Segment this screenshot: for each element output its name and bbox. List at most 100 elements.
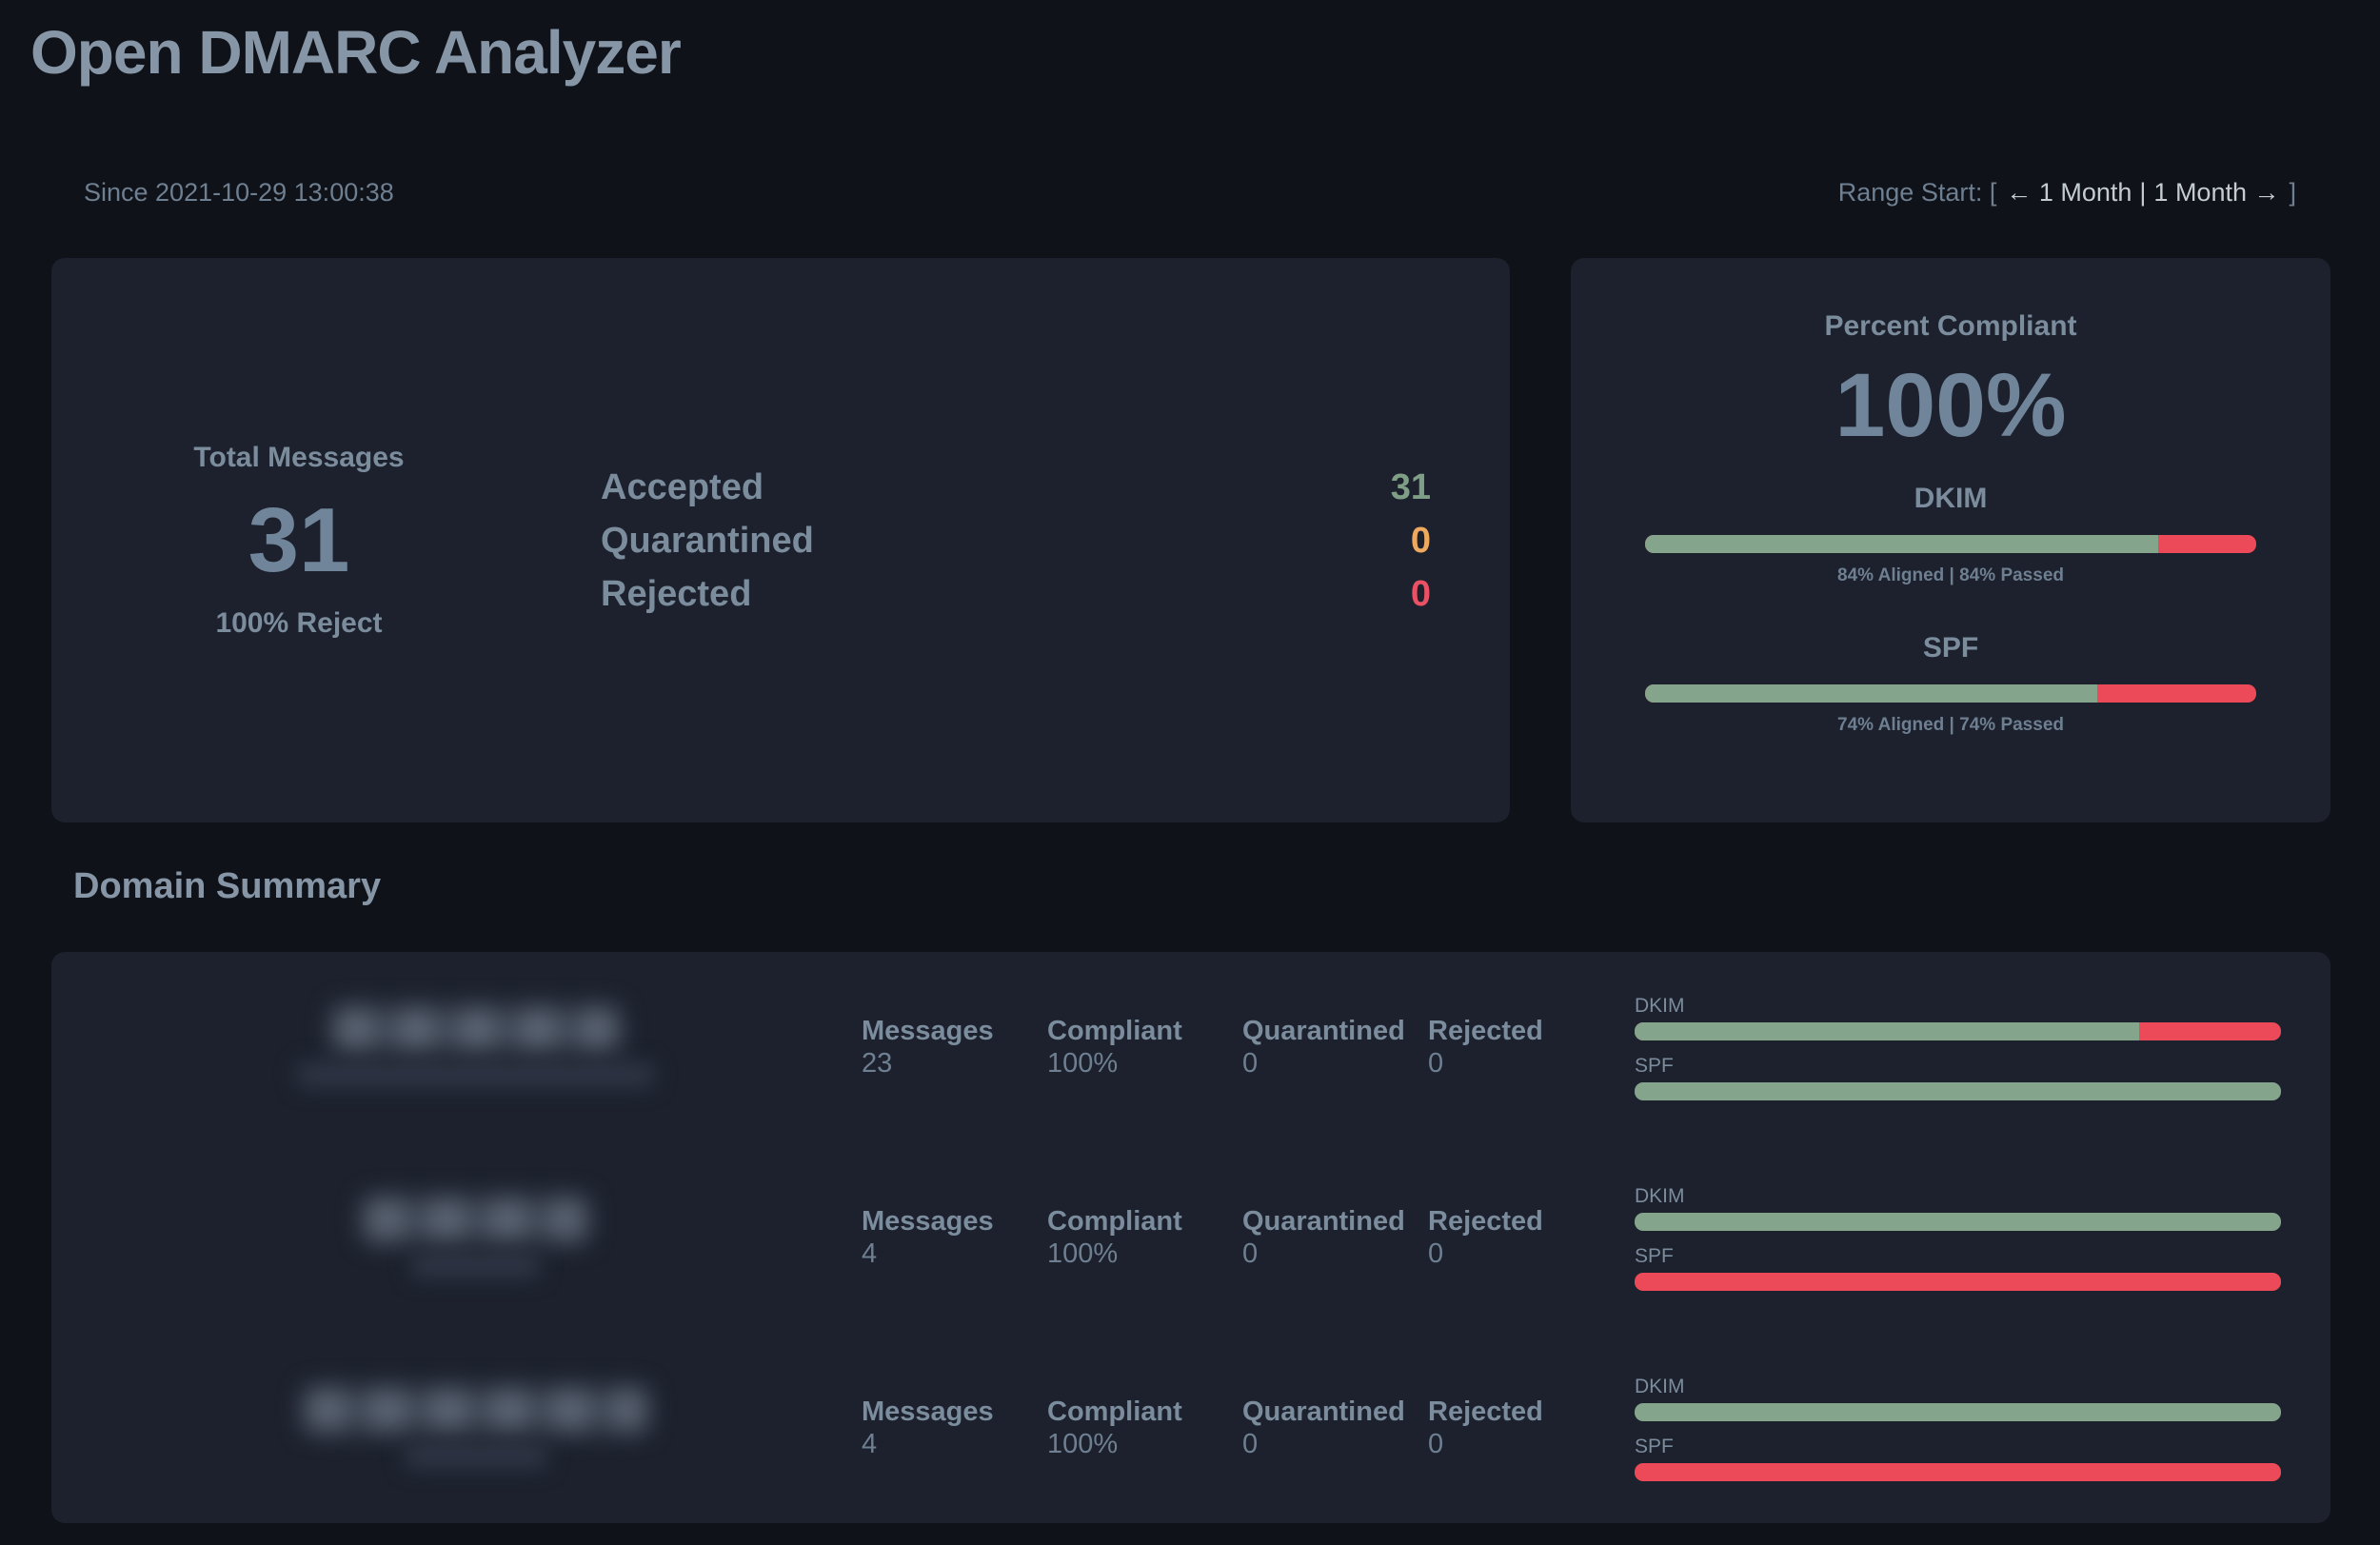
domain-identity: [89, 1198, 862, 1278]
rejected-stat: Rejected 0: [1428, 1396, 1635, 1460]
rejected-row: Rejected 0: [601, 567, 1431, 621]
stat-label: Quarantined: [1242, 1396, 1405, 1427]
domain-identity: [89, 1388, 862, 1468]
quarantined-stat: Quarantined 0: [1242, 1205, 1428, 1270]
domain-name-redacted: [304, 1388, 647, 1432]
stat-label: Quarantined: [1242, 1206, 1405, 1237]
spf-label: SPF: [1922, 632, 1979, 664]
compliant-stat: Compliant 100%: [1047, 1015, 1242, 1080]
compliant-stat: Compliant 100%: [1047, 1205, 1242, 1270]
rejected-count: 0: [1410, 573, 1431, 614]
stat-label: Quarantined: [1242, 1016, 1405, 1046]
spf-meter: [1645, 684, 2256, 703]
rejected-stat: Rejected 0: [1428, 1015, 1635, 1080]
range-next-month-link[interactable]: 1 Month →: [2153, 178, 2280, 207]
domain-summary-row: Messages 4 Compliant 100% Quarantined 0 …: [89, 1142, 2281, 1333]
spf-meter-fill: [1645, 684, 2098, 703]
stat-value: 0: [1428, 1048, 1444, 1079]
domain-summary-title: Domain Summary: [73, 866, 382, 906]
quarantined-row: Quarantined 0: [601, 514, 1431, 567]
spf-caption: 74% Aligned | 74% Passed: [1837, 715, 2064, 735]
page-title: Open DMARC Analyzer: [30, 18, 682, 87]
domain-summary-card: Messages 23 Compliant 100% Quarantined 0…: [51, 952, 2330, 1523]
dkim-caption: 84% Aligned | 84% Passed: [1837, 565, 2064, 585]
accepted-label: Accepted: [601, 466, 764, 507]
rejected-stat: Rejected 0: [1428, 1205, 1635, 1270]
dkim-meter: [1635, 1213, 2281, 1231]
stat-value: 0: [1428, 1429, 1444, 1459]
accepted-count: 31: [1390, 466, 1431, 507]
compliant-stat: Compliant 100%: [1047, 1396, 1242, 1460]
disposition-counts: Accepted 31 Quarantined 0 Rejected 0: [601, 461, 1472, 621]
reject-policy-label: 100% Reject: [215, 606, 383, 639]
stat-value: 0: [1428, 1238, 1444, 1269]
dkim-meter-fill: [1635, 1403, 2281, 1421]
alignment-meters: DKIM SPF: [1635, 1375, 2281, 1481]
percent-compliant-value: 100%: [1835, 355, 2067, 456]
domain-subtext-redacted: [297, 1062, 654, 1087]
dkim-label: DKIM: [1635, 995, 1685, 1017]
messages-stat: Messages 4: [862, 1396, 1047, 1460]
accepted-row: Accepted 31: [601, 461, 1431, 514]
dkim-meter-fill: [1635, 1022, 2139, 1040]
domain-summary-row: Messages 23 Compliant 100% Quarantined 0…: [89, 952, 2281, 1142]
range-prefix: Range Start: [: [1837, 178, 1997, 207]
stat-label: Messages: [862, 1396, 994, 1427]
subheader: Since 2021-10-29 13:00:38 Range Start: […: [0, 176, 2380, 208]
spf-meter: [1635, 1463, 2281, 1481]
domain-summary-row: Messages 4 Compliant 100% Quarantined 0 …: [89, 1333, 2281, 1523]
total-messages-block: Total Messages 31 100% Reject: [89, 440, 508, 642]
stat-label: Compliant: [1047, 1206, 1182, 1237]
spf-meter-fill: [1635, 1082, 2281, 1100]
stat-label: Compliant: [1047, 1016, 1182, 1046]
dkim-meter: [1645, 535, 2256, 553]
overview-section: Total Messages 31 100% Reject Accepted 3…: [51, 258, 2330, 822]
messages-stat: Messages 23: [862, 1015, 1047, 1080]
stat-label: Messages: [862, 1016, 994, 1046]
range-suffix: ]: [2289, 178, 2296, 207]
alignment-meters: DKIM SPF: [1635, 1184, 2281, 1291]
rejected-label: Rejected: [601, 573, 752, 614]
quarantined-stat: Quarantined 0: [1242, 1396, 1428, 1460]
stat-value: 100%: [1047, 1429, 1119, 1459]
messages-stat: Messages 4: [862, 1205, 1047, 1270]
percent-compliant-card: Percent Compliant 100% DKIM 84% Aligned …: [1571, 258, 2330, 822]
total-messages-label: Total Messages: [193, 441, 405, 473]
dkim-meter-fill: [1645, 535, 2159, 553]
dkim-meter: [1635, 1022, 2281, 1040]
spf-label: SPF: [1635, 1436, 1674, 1457]
messages-overview-card: Total Messages 31 100% Reject Accepted 3…: [51, 258, 1510, 822]
stat-value: 100%: [1047, 1048, 1119, 1079]
dkim-meter-fill: [1635, 1213, 2281, 1231]
domain-subtext-redacted: [404, 1443, 547, 1468]
stat-label: Rejected: [1428, 1206, 1543, 1237]
stat-value: 0: [1242, 1429, 1259, 1459]
stat-value: 100%: [1047, 1238, 1119, 1269]
range-prev-month-link[interactable]: ← 1 Month: [2006, 178, 2132, 207]
spf-label: SPF: [1635, 1245, 1674, 1267]
domain-identity: [89, 1007, 862, 1087]
quarantined-count: 0: [1410, 520, 1431, 561]
spf-meter: [1635, 1082, 2281, 1100]
stat-value: 4: [862, 1429, 878, 1459]
stat-value: 4: [862, 1238, 878, 1269]
range-separator: |: [2139, 178, 2147, 207]
domain-name-redacted: [364, 1198, 587, 1241]
stat-value: 0: [1242, 1048, 1259, 1079]
quarantined-label: Quarantined: [601, 520, 814, 561]
stat-value: 0: [1242, 1238, 1259, 1269]
range-controls: Range Start: [ ← 1 Month | 1 Month →]: [1838, 176, 2296, 208]
spf-meter: [1635, 1273, 2281, 1291]
stat-label: Messages: [862, 1206, 994, 1237]
dkim-meter: [1635, 1403, 2281, 1421]
since-timestamp: Since 2021-10-29 13:00:38: [84, 178, 394, 207]
percent-compliant-label: Percent Compliant: [1824, 310, 2077, 342]
stat-label: Compliant: [1047, 1396, 1182, 1427]
stat-label: Rejected: [1428, 1016, 1543, 1046]
alignment-meters: DKIM SPF: [1635, 994, 2281, 1100]
stat-value: 23: [862, 1048, 893, 1079]
dkim-label: DKIM: [1635, 1376, 1685, 1397]
domain-name-redacted: [332, 1007, 619, 1051]
dkim-label: DKIM: [1635, 1185, 1685, 1207]
